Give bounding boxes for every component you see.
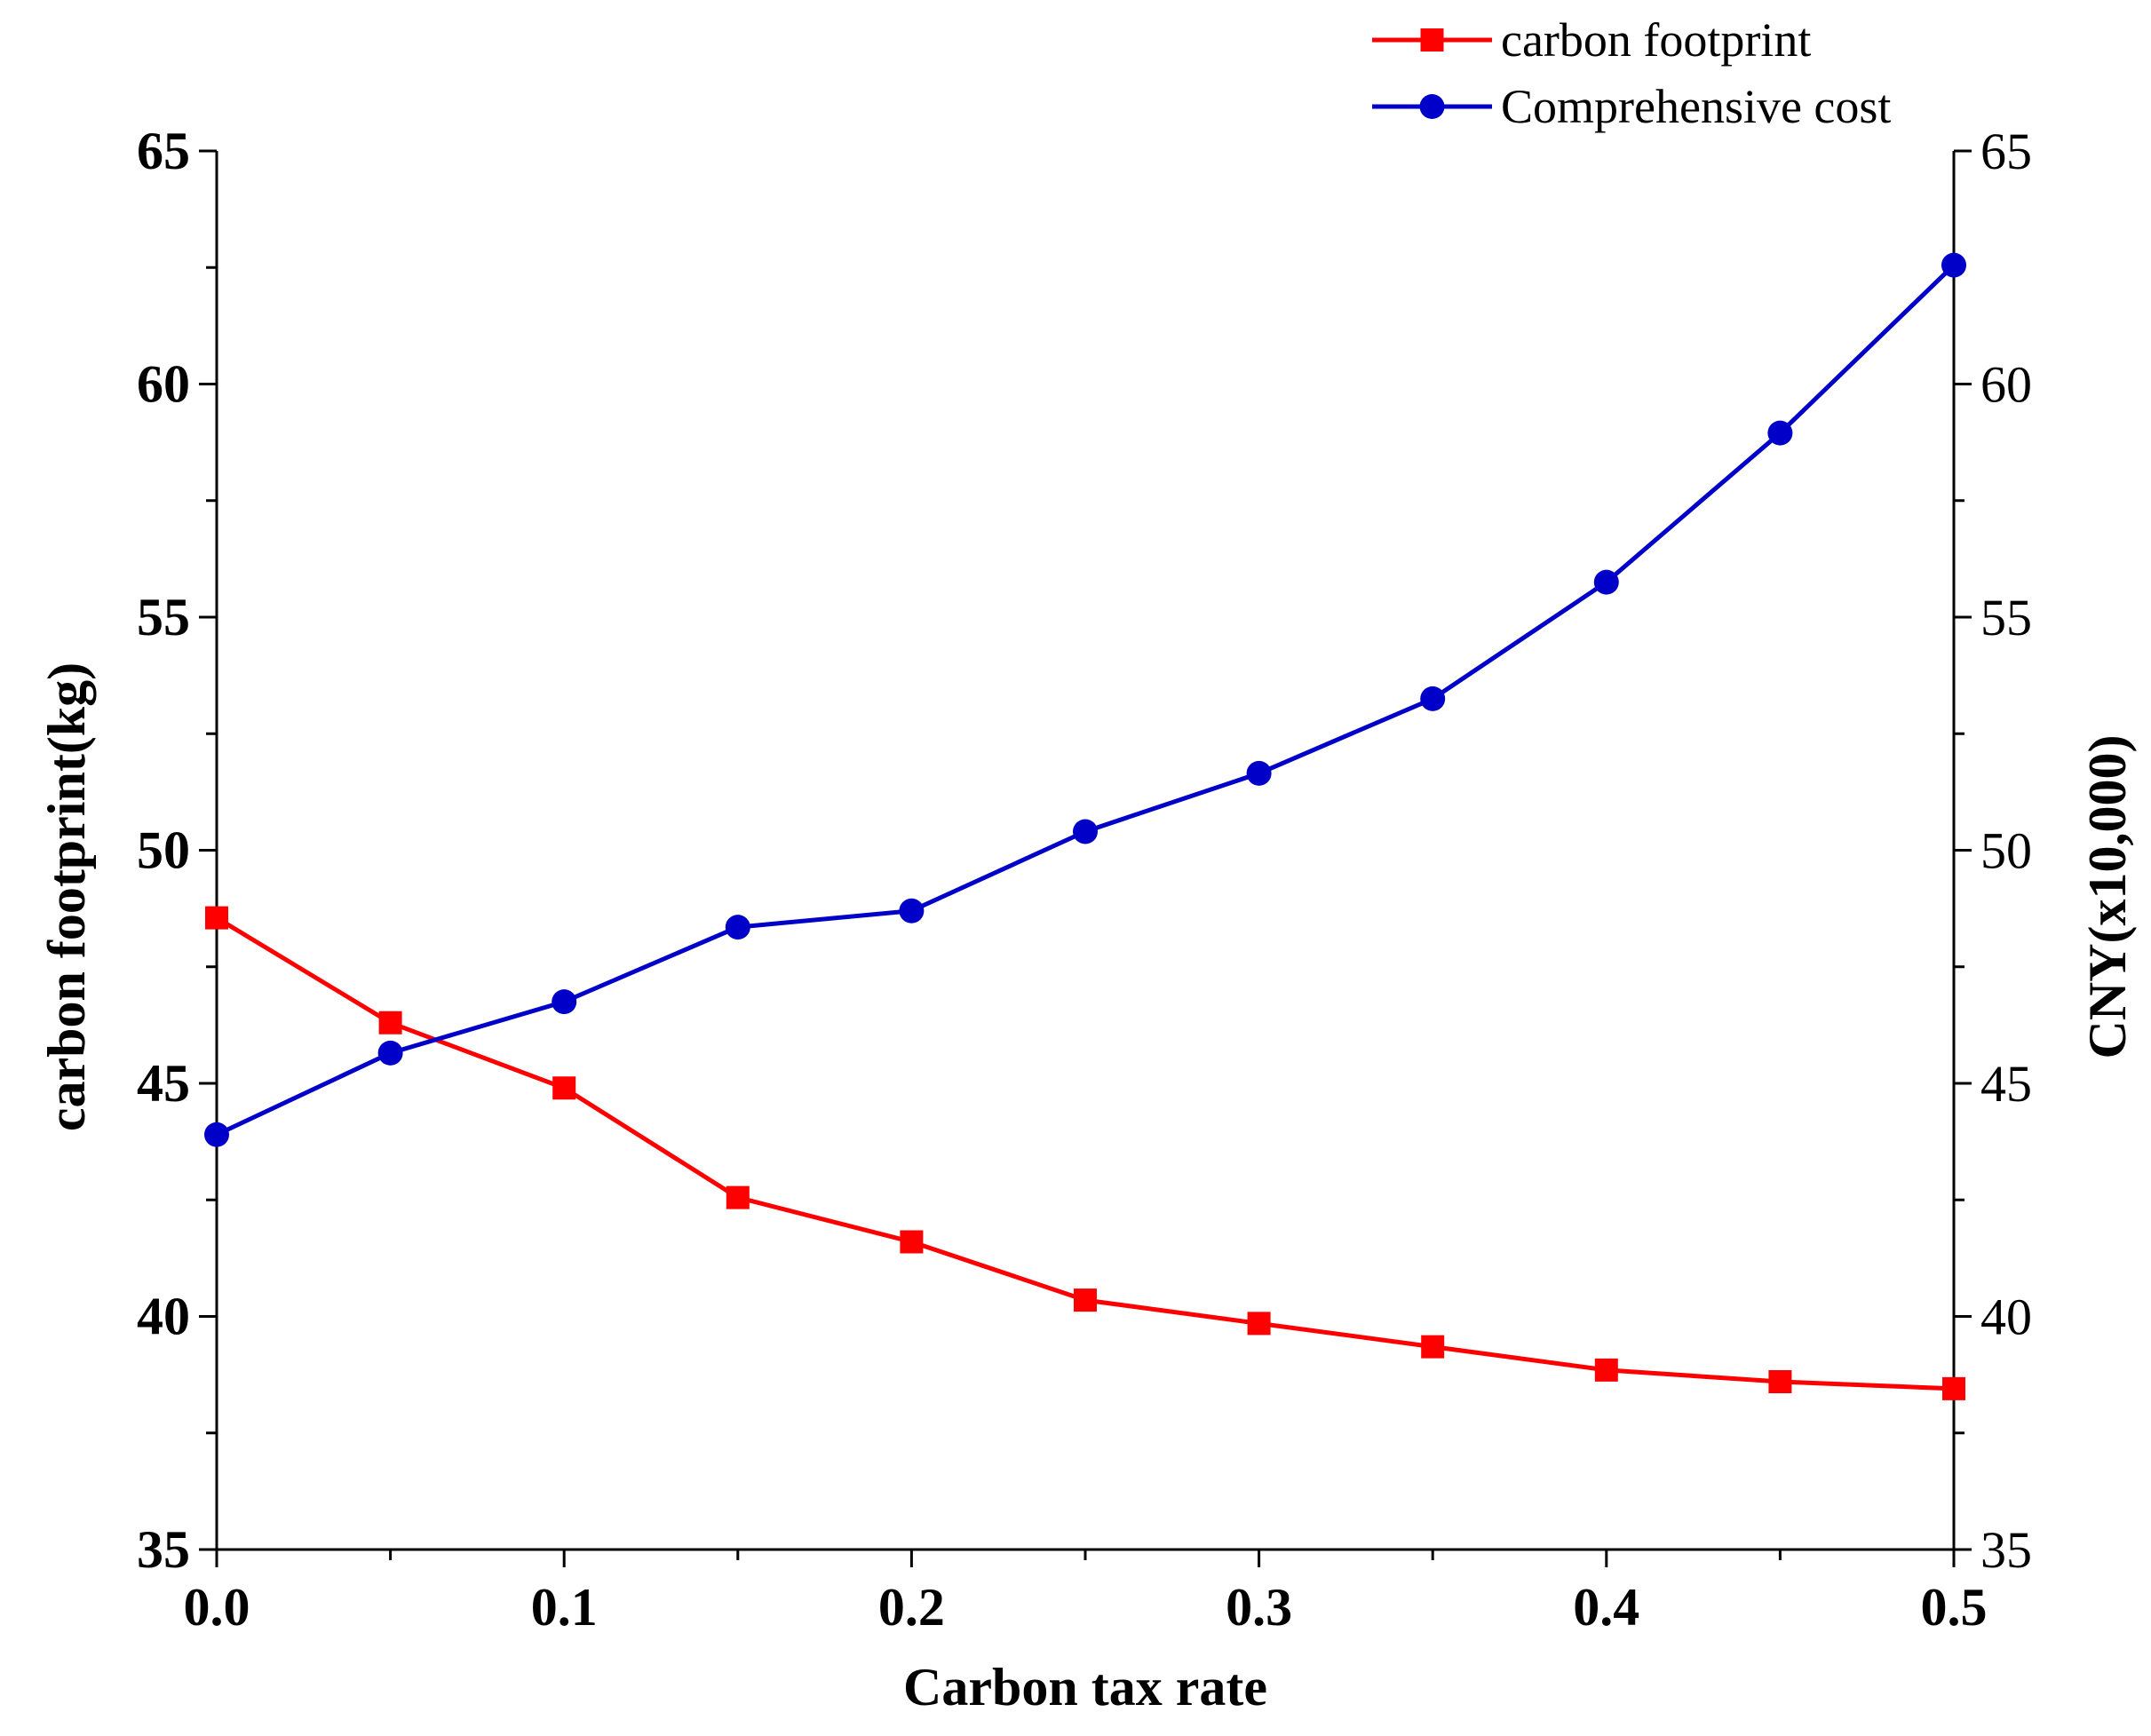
x-tick-label: 0.2 [878, 1578, 945, 1637]
carbon-footprint-line [215, 916, 1955, 1391]
left-y-tick-label: 55 [137, 588, 190, 646]
comprehensive-cost-point [1420, 686, 1446, 711]
left-y-tick-label: 40 [137, 1288, 190, 1346]
x-tick-label: 0.0 [184, 1578, 250, 1637]
left-y-tick-label: 35 [137, 1520, 190, 1579]
comprehensive-cost-point [1073, 819, 1098, 844]
right-y-tick-label: 55 [1980, 589, 2032, 646]
comprehensive-cost-point [1593, 569, 1619, 595]
right-y-tick-label: 50 [1980, 822, 2032, 880]
comprehensive-cost-point [377, 1040, 403, 1066]
legend-carbon-footprint-marker [1420, 28, 1444, 52]
left-y-tick-label: 65 [137, 122, 190, 180]
carbon-footprint-point [1594, 1358, 1618, 1382]
comprehensive-cost-point [1767, 420, 1793, 446]
right-y-axis-label: CNY(x10,000) [2078, 735, 2137, 1059]
carbon-footprint-point [1421, 1335, 1445, 1359]
legend: carbon footprint Comprehensive cost [1372, 13, 1891, 133]
comprehensive-cost-point [204, 1122, 229, 1147]
x-tick-label: 0.3 [1226, 1578, 1292, 1637]
x-axis-label: Carbon tax rate [903, 1658, 1267, 1716]
carbon-footprint-point [900, 1230, 924, 1254]
carbon-footprint-point [1247, 1312, 1271, 1336]
comprehensive-cost-point [899, 898, 925, 923]
right-y-tick-label: 35 [1980, 1521, 2032, 1579]
left-y-axis-label: carbon footprint(kg) [37, 662, 96, 1131]
comprehensive-cost-point [552, 989, 577, 1015]
right-y-tick-label: 60 [1980, 356, 2032, 414]
legend-comprehensive-cost-marker [1419, 94, 1445, 119]
x-tick-label: 0.5 [1921, 1578, 1988, 1637]
comprehensive-cost-point [1941, 252, 1966, 278]
x-tick-label: 0.1 [531, 1578, 598, 1637]
left-y-tick-label: 50 [137, 821, 190, 880]
carbon-footprint-point [726, 1185, 750, 1209]
carbon-footprint-point [1074, 1288, 1097, 1312]
right-y-tick-label: 45 [1980, 1055, 2032, 1113]
carbon-footprint-point [1768, 1370, 1792, 1393]
legend-carbon-footprint-label: carbon footprint [1501, 13, 1811, 67]
carbon-footprint-point [552, 1076, 576, 1100]
comprehensive-cost-point [1246, 760, 1272, 786]
x-tick-label: 0.4 [1573, 1578, 1639, 1637]
axes [215, 151, 1956, 1551]
right-y-tick-label: 40 [1980, 1288, 2032, 1346]
left-y-tick-label: 45 [137, 1054, 190, 1113]
comprehensive-cost-point [725, 915, 750, 940]
carbon-footprint-point [378, 1011, 402, 1034]
carbon-footprint-point [1942, 1376, 1965, 1400]
right-y-tick-label: 65 [1980, 123, 2032, 180]
series [204, 252, 1966, 1400]
comprehensive-cost-line [215, 263, 1956, 1138]
carbon-footprint-point [205, 906, 228, 930]
legend-comprehensive-cost-label: Comprehensive cost [1501, 80, 1891, 133]
left-y-tick-label: 60 [137, 355, 190, 414]
